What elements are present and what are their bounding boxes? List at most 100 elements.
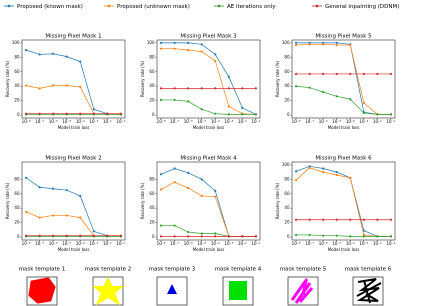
data-point <box>24 210 28 213</box>
data-point <box>52 234 55 237</box>
x-tick-label: 10⁻¹ <box>252 119 261 124</box>
y-tick-label: 0 <box>17 112 20 117</box>
data-point <box>335 218 338 221</box>
y-tick-label: 80 <box>284 54 290 59</box>
x-tick-label: 10⁻⁶ <box>184 119 193 124</box>
data-point <box>214 232 217 235</box>
data-point <box>92 112 95 115</box>
y-tick-label: 60 <box>14 69 20 74</box>
series-line <box>161 225 256 237</box>
data-point <box>65 55 68 58</box>
chart-title: Missing Pixel Mask 2 <box>45 156 101 162</box>
data-point <box>362 72 365 76</box>
y-tick-label: 40 <box>14 205 20 210</box>
data-point <box>65 234 68 237</box>
data-point <box>79 216 82 219</box>
series-line <box>160 181 256 237</box>
x-tick-label: 10⁻⁵ <box>197 241 206 246</box>
y-tick-label: 0 <box>287 234 290 239</box>
data-point <box>159 235 163 238</box>
series-line <box>295 167 391 237</box>
data-point <box>389 218 393 221</box>
data-point <box>322 167 325 170</box>
plot-area <box>156 39 261 119</box>
mask-shape <box>28 277 56 304</box>
data-point <box>214 195 217 198</box>
data-point <box>389 113 393 116</box>
data-point <box>187 41 190 44</box>
data-point <box>335 43 338 47</box>
data-point <box>79 234 82 237</box>
data-point <box>214 87 217 90</box>
x-tick-label: 10⁻³ <box>359 119 368 124</box>
data-point <box>362 218 365 221</box>
data-point <box>214 112 217 115</box>
data-point <box>241 106 244 109</box>
y-tick-label: 80 <box>284 176 290 181</box>
data-point <box>214 53 217 56</box>
x-tick-label: 10⁻⁶ <box>49 241 58 246</box>
y-axis-label: Recovery rate (%) <box>5 60 10 97</box>
y-tick-label: 0 <box>152 112 155 117</box>
data-point <box>362 235 365 238</box>
data-point <box>173 181 176 184</box>
y-tick-label: 20 <box>149 98 155 103</box>
data-point <box>38 186 41 189</box>
data-point <box>159 98 163 102</box>
data-point <box>308 86 311 89</box>
mask-images <box>26 276 384 306</box>
data-point <box>173 235 176 238</box>
data-point <box>187 49 190 52</box>
series-line <box>161 48 256 115</box>
series-line <box>161 42 257 115</box>
legend-marker <box>7 4 11 8</box>
data-point <box>294 43 298 47</box>
data-point <box>92 234 95 237</box>
series-line <box>161 99 256 115</box>
data-point <box>24 49 28 52</box>
data-point <box>65 214 68 217</box>
data-point <box>227 235 230 238</box>
x-tick-label: 10⁻⁸ <box>292 119 301 124</box>
chart-title: Missing Pixel Mask 4 <box>180 156 237 162</box>
data-point <box>173 87 176 90</box>
data-point <box>322 72 325 76</box>
data-point <box>241 87 244 90</box>
data-point <box>376 218 379 221</box>
x-tick-label: 10⁻⁴ <box>76 119 85 124</box>
x-tick-label: 10⁻³ <box>89 119 98 124</box>
chart-title: Missing Pixel Mask 3 <box>180 34 237 40</box>
legend-marker <box>107 4 111 8</box>
legend-label: Proposed (unknown mask) <box>117 4 190 10</box>
x-tick-label: 10⁻⁷ <box>35 241 44 246</box>
y-tick-label: 20 <box>149 220 155 225</box>
y-tick-label: 80 <box>149 54 155 59</box>
y-tick-label: 0 <box>17 234 20 239</box>
y-tick-label: 20 <box>284 220 290 225</box>
template-label: mask template 1 <box>19 267 66 273</box>
data-point <box>173 167 176 170</box>
x-tick-label: 10⁻⁶ <box>319 241 328 246</box>
data-point <box>106 234 109 237</box>
y-tick-label: 60 <box>149 191 155 196</box>
data-point <box>322 171 325 174</box>
data-point <box>79 85 82 89</box>
series-line <box>296 85 391 115</box>
data-point <box>335 72 338 76</box>
data-point <box>349 218 352 221</box>
data-point <box>254 235 258 238</box>
data-point <box>173 224 176 227</box>
data-point <box>92 230 95 233</box>
data-point <box>173 47 176 50</box>
x-tick-label: 10⁻⁵ <box>197 119 206 124</box>
x-tick-label: 10⁻³ <box>224 119 233 124</box>
x-tick-label: 10⁻¹ <box>387 119 396 124</box>
data-point <box>214 59 217 63</box>
x-tick-label: 10⁻⁴ <box>76 241 85 246</box>
data-point <box>227 105 230 108</box>
x-axis-label: Model train loss <box>328 125 360 130</box>
series-line <box>26 85 121 115</box>
data-point <box>362 101 365 104</box>
data-point <box>362 111 365 115</box>
legend-label: General inpainting (DDNM) <box>325 4 399 10</box>
